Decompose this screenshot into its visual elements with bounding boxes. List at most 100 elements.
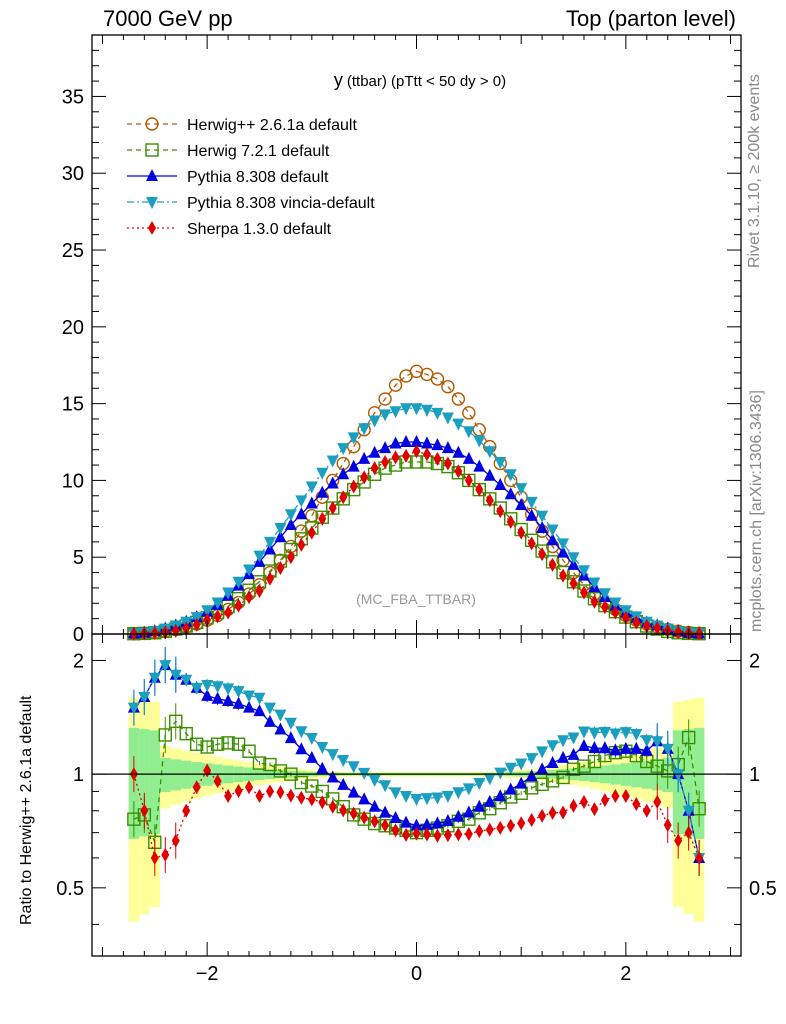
ratio-point-sherpa-1-3-0-default [632,797,641,812]
ratio-point-pythia-8-308-vincia-default [577,726,590,739]
ratio-point-sherpa-1-3-0-default [161,847,170,862]
point-sherpa-1-3-0-default [328,501,337,516]
ratio-point-sherpa-1-3-0-default [307,792,316,807]
ratio-point-pythia-8-308-vincia-default [316,742,329,755]
ratio-point-pythia-8-308-default [557,750,570,763]
ratio-point-pythia-8-308-default [326,770,339,783]
ratio-point-pythia-8-308-default [305,750,318,763]
chart-title: y (ttbar) (pTtt < 50 dy > 0) [334,70,506,90]
ratio-point-herwig-7-2-1-default [650,759,664,773]
ratio-point-sherpa-1-3-0-default [150,850,159,865]
ratio-point-pythia-8-308-default [389,810,402,823]
ratio-point-pythia-8-308-default [232,696,245,709]
ratio-band-inner [683,729,694,837]
ratio-point-herwig-7-2-1-default [545,774,560,788]
point-pythia-8-308-default [326,476,339,489]
point-pythia-8-308-vincia-default [567,552,580,565]
ratio-point-pythia-8-308-vincia-default [337,754,350,767]
point-pythia-8-308-default [462,451,475,464]
point-pythia-8-308-vincia-default [588,577,601,590]
ratio-point-herwig-7-2-1-default [556,770,570,785]
ratio-point-pythia-8-308-vincia-default [672,769,685,782]
ratio-point-pythia-8-308-vincia-default [274,709,287,722]
ratio-point-pythia-8-308-vincia-default [284,717,297,730]
ratio-point-sherpa-1-3-0-default [339,803,348,818]
point-sherpa-1-3-0-default [286,550,295,565]
point-pythia-8-308-vincia-default [400,403,413,416]
ratio-point-sherpa-1-3-0-default [433,828,442,843]
y-tick-label: 5 [73,547,84,569]
ratio-point-pythia-8-308-vincia-default [441,790,454,803]
ratio-point-pythia-8-308-vincia-default [295,726,308,739]
point-sherpa-1-3-0-default [245,590,254,605]
ratio-point-sherpa-1-3-0-default [328,799,337,814]
point-pythia-8-308-default [546,533,559,546]
point-pythia-8-308-vincia-default [462,426,475,439]
point-sherpa-1-3-0-default [496,504,505,519]
point-pythia-8-308-default [557,545,570,558]
point-sherpa-1-3-0-default [475,482,484,497]
point-pythia-8-308-default [347,459,360,472]
ratio-point-pythia-8-308-default [316,761,329,774]
ratio-point-sherpa-1-3-0-default [381,818,390,833]
legend-marker-herwig-7-2-1-default [145,143,159,157]
chart-title-sub: (ttbar) (pTtt < 50 dy > 0) [347,73,506,90]
x-tick-label: 0 [411,963,422,985]
ratio-point-pythia-8-308-vincia-default [640,735,653,748]
point-sherpa-1-3-0-default [307,525,316,540]
ratio-point-sherpa-1-3-0-default [140,803,149,818]
point-pythia-8-308-vincia-default [243,564,256,577]
legend-label-sherpa-1-3-0-default: Sherpa 1.3.0 default [187,221,332,238]
point-pythia-8-308-vincia-default [295,495,308,508]
ratio-point-sherpa-1-3-0-default [569,798,578,813]
legend-label-pythia-8-308-default: Pythia 8.308 default [187,169,329,186]
ratio-point-pythia-8-308-vincia-default [253,692,266,705]
ratio-point-pythia-8-308-default [598,741,611,754]
ratio-band-inner [170,759,181,791]
point-pythia-8-308-vincia-default [232,576,245,589]
y-tick-label: 15 [62,394,84,416]
ratio-point-herwig-7-2-1-default [210,737,225,751]
legend-marker-pythia-8-308-default [146,169,158,181]
ratio-point-pythia-8-308-default [525,769,538,782]
ratio-point-herwig-7-2-1-default [252,756,267,770]
ratio-point-sherpa-1-3-0-default [538,808,547,823]
point-pythia-8-308-vincia-default [358,423,371,436]
point-sherpa-1-3-0-default [621,610,630,625]
ratio-point-sherpa-1-3-0-default [663,818,672,833]
point-sherpa-1-3-0-default [182,621,191,636]
ratio-point-pythia-8-308-vincia-default [630,728,643,741]
ratio-point-pythia-8-308-vincia-default [619,727,632,740]
ratio-point-sherpa-1-3-0-default [360,810,369,825]
ratio-plot-layer [92,647,741,876]
ratio-band-inner [149,730,161,834]
ratio-point-pythia-8-308-default [483,794,496,807]
ratio-point-sherpa-1-3-0-default [255,789,264,804]
ratio-point-sherpa-1-3-0-default [171,833,180,848]
point-sherpa-1-3-0-default [559,568,568,583]
ratio-point-sherpa-1-3-0-default [475,824,484,839]
ratio-point-pythia-8-308-vincia-default [243,690,256,703]
point-pythia-8-308-default [483,468,496,481]
ratio-point-herwig-7-2-1-default [127,812,141,826]
point-herwig-2-6-1a-default [378,392,392,406]
point-sherpa-1-3-0-default [224,605,233,620]
point-pythia-8-308-vincia-default [525,496,538,509]
point-sherpa-1-3-0-default [150,626,159,641]
x-tick-label: −2 [196,963,219,985]
point-sherpa-1-3-0-default [213,609,222,624]
ratio-band-inner [693,727,705,839]
ratio-point-pythia-8-308-default [609,743,622,756]
ratio-point-pythia-8-308-vincia-default [504,762,517,775]
ratio-point-sherpa-1-3-0-default [517,816,526,831]
ratio-point-sherpa-1-3-0-default [496,820,505,835]
ratio-point-sherpa-1-3-0-default [485,822,494,837]
ratio-point-pythia-8-308-vincia-default [651,736,664,749]
ratio-point-herwig-7-2-1-default [294,775,309,790]
point-sherpa-1-3-0-default [600,600,609,615]
point-sherpa-1-3-0-default [454,464,463,479]
point-pythia-8-308-vincia-default [557,538,570,551]
point-pythia-8-308-default [358,451,371,464]
ratio-point-herwig-7-2-1-default [200,740,214,754]
point-sherpa-1-3-0-default [674,625,683,640]
